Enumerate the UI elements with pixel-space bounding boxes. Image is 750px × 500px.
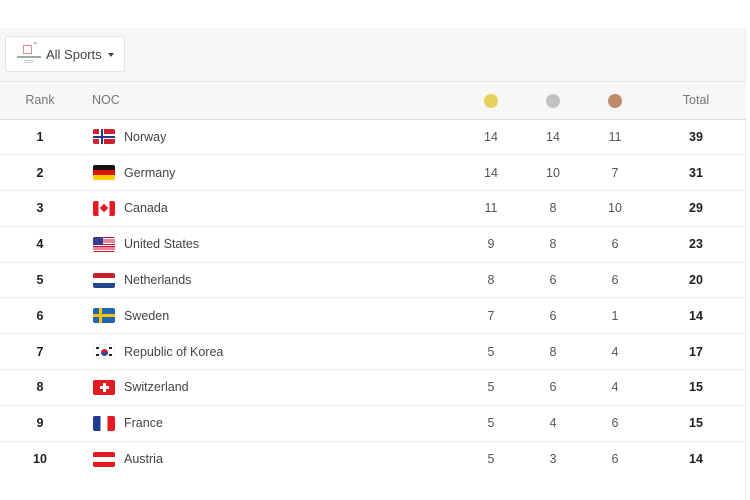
noc-name[interactable]: Austria [124, 452, 163, 467]
silver-medal-icon [546, 93, 560, 108]
pyeongchang-logo-icon: ⌃ [16, 42, 42, 66]
silver-count: 8 [549, 201, 557, 216]
total-count: 15 [689, 416, 703, 431]
total-count: 20 [689, 273, 703, 288]
gold-medal-icon [484, 93, 498, 108]
rank-cell: 1 [36, 129, 44, 144]
silver-count: 6 [549, 380, 557, 395]
total-count: 29 [689, 201, 703, 216]
noc-name[interactable]: Sweden [124, 308, 170, 323]
gold-count: 5 [487, 344, 495, 359]
rank-cell: 7 [36, 344, 44, 359]
total-count: 14 [689, 308, 703, 323]
header-silver[interactable] [522, 82, 584, 119]
norway-flag-icon [93, 129, 115, 145]
noc-name[interactable]: France [124, 416, 163, 431]
table-row[interactable]: 5 Netherlands 8 6 6 20 [0, 262, 746, 298]
noc-name[interactable]: Canada [124, 201, 168, 216]
header-total[interactable]: Total [682, 93, 710, 108]
medal-table-panel: ⌃ All Sports Rank NOC Total 1 Norway 14 … [0, 28, 746, 500]
sport-filter-dropdown[interactable]: ⌃ All Sports [5, 36, 125, 72]
table-row[interactable]: 1 Norway 14 14 11 39 [0, 119, 746, 155]
silver-count: 10 [546, 165, 560, 180]
header-bronze[interactable] [584, 82, 646, 119]
silver-count: 4 [549, 416, 557, 431]
gold-count: 11 [484, 201, 498, 216]
bronze-count: 6 [611, 416, 619, 431]
bronze-count: 10 [608, 201, 622, 216]
silver-count: 6 [549, 308, 557, 323]
rank-cell: 3 [36, 201, 44, 216]
table-header-row: Rank NOC Total [0, 82, 746, 119]
germany-flag-icon [93, 165, 115, 181]
sweden-flag-icon [93, 308, 115, 324]
noc-name[interactable]: Germany [124, 165, 176, 180]
silver-count: 3 [549, 452, 557, 467]
usa-flag-icon [93, 236, 115, 252]
header-gold[interactable] [460, 82, 522, 119]
table-row[interactable]: 3 Canada 11 8 10 29 [0, 191, 746, 227]
netherlands-flag-icon [93, 272, 115, 288]
bronze-count: 4 [611, 344, 619, 359]
bronze-medal-icon [608, 93, 622, 108]
total-count: 15 [689, 380, 703, 395]
rank-cell: 4 [36, 237, 44, 252]
korea-flag-icon [93, 344, 115, 360]
noc-name[interactable]: Norway [124, 129, 167, 144]
gold-count: 14 [484, 165, 498, 180]
table-row[interactable]: 10 Austria 5 3 6 14 [0, 441, 746, 477]
gold-count: 7 [487, 308, 495, 323]
bronze-count: 6 [611, 452, 619, 467]
bronze-count: 11 [608, 129, 622, 144]
table-row[interactable]: 6 Sweden 7 6 1 14 [0, 298, 746, 334]
gold-count: 5 [487, 416, 495, 431]
austria-flag-icon [93, 451, 115, 467]
table-row[interactable]: 4 United States 9 8 6 23 [0, 226, 746, 263]
total-count: 23 [689, 237, 703, 252]
bronze-count: 6 [611, 237, 619, 252]
rank-cell: 9 [36, 416, 44, 431]
table-row[interactable]: 7 Republic of Korea 5 8 4 17 [0, 334, 746, 370]
rank-cell: 6 [36, 308, 44, 323]
noc-name[interactable]: Netherlands [124, 273, 192, 288]
total-count: 39 [689, 129, 703, 144]
table-row[interactable]: 9 France 5 4 6 15 [0, 405, 746, 442]
bronze-count: 1 [611, 308, 619, 323]
switzerland-flag-icon [93, 379, 115, 395]
gold-count: 9 [487, 237, 495, 252]
top-strip [0, 0, 750, 28]
bronze-count: 4 [611, 380, 619, 395]
medal-table: Rank NOC Total 1 Norway 14 14 11 39 2 Ge… [0, 82, 746, 477]
header-noc[interactable]: NOC [92, 93, 120, 108]
header-rank[interactable]: Rank [25, 93, 55, 108]
total-count: 31 [689, 165, 703, 180]
silver-count: 8 [549, 237, 557, 252]
gold-count: 8 [487, 273, 495, 288]
silver-count: 6 [549, 273, 557, 288]
silver-count: 14 [546, 129, 560, 144]
canada-flag-icon [93, 200, 115, 216]
table-row[interactable]: 8 Switzerland 5 6 4 15 [0, 370, 746, 406]
table-row[interactable]: 2 Germany 14 10 7 31 [0, 155, 746, 191]
caret-down-icon [107, 53, 114, 57]
silver-count: 8 [549, 344, 557, 359]
noc-name[interactable]: United States [124, 237, 200, 252]
sport-filter-label: All Sports [46, 46, 102, 62]
noc-name[interactable]: Switzerland [124, 380, 189, 395]
bronze-count: 7 [611, 165, 619, 180]
noc-name[interactable]: Republic of Korea [124, 344, 224, 359]
total-count: 14 [689, 452, 703, 467]
gold-count: 5 [487, 380, 495, 395]
filter-bar: ⌃ All Sports [0, 28, 745, 82]
rank-cell: 10 [33, 452, 47, 467]
gold-count: 5 [487, 452, 495, 467]
bronze-count: 6 [611, 273, 619, 288]
rank-cell: 8 [36, 380, 44, 395]
gold-count: 14 [484, 129, 498, 144]
total-count: 17 [689, 344, 703, 359]
france-flag-icon [93, 415, 115, 431]
rank-cell: 5 [36, 273, 44, 288]
rank-cell: 2 [36, 165, 44, 180]
